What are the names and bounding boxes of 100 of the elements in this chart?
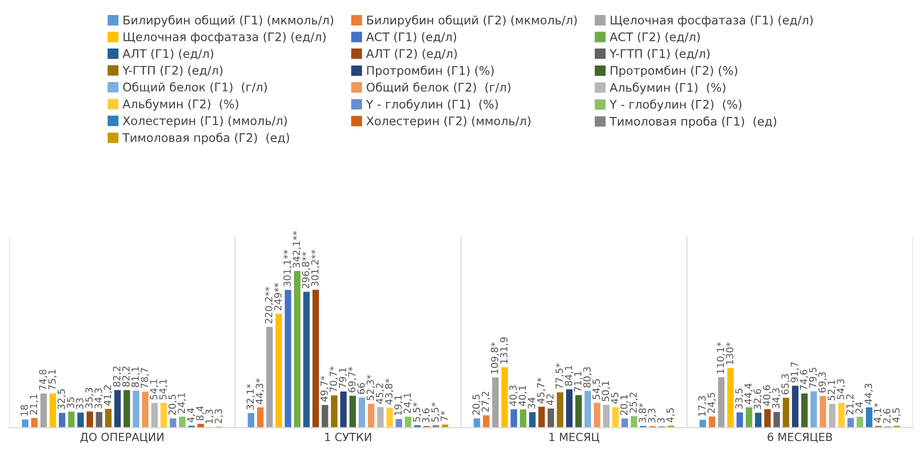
data-label: 33,5 — [735, 388, 744, 409]
legend-label: Y - глобулин (Г2) (%) — [610, 99, 742, 112]
data-label: 220,2** — [264, 286, 274, 324]
data-label: 301,2** — [311, 250, 320, 286]
data-label: 74,8 — [39, 370, 48, 390]
data-label: 4,5 — [666, 408, 675, 422]
legend-label: Тимоловая проба (Г2) (ед) — [122, 132, 290, 144]
data-label: 71,1 — [574, 372, 582, 392]
data-label: 41,2 — [104, 385, 112, 406]
data-label: 81,1 — [131, 367, 140, 388]
data-label: 249** — [274, 282, 282, 310]
data-label: 342,1** — [292, 231, 302, 268]
data-label: 34,3 — [772, 388, 781, 408]
data-label: 130* — [726, 342, 734, 364]
data-label: 21,1 — [30, 394, 38, 415]
legend-label: Альбумин (Г2) (%) — [122, 99, 238, 111]
data-label: 3,6 — [422, 408, 430, 423]
legend-label: Щелочная фосфатаза (Г1) (ед/л) — [610, 15, 813, 27]
data-label: 4,1* — [874, 403, 882, 423]
data-label: 70,7* — [330, 366, 338, 392]
data-label: 54,3 — [836, 379, 846, 400]
data-label: 75,1 — [48, 370, 57, 390]
data-label: 109,8* — [490, 342, 500, 374]
legend-label: Y-ГТП (Г1) (ед/л) — [610, 48, 710, 60]
data-label: 79,1 — [338, 368, 348, 388]
data-label: 301,1** — [283, 250, 292, 286]
legend-label: Y - глобулин (Г1) (%) — [366, 99, 498, 111]
data-label: 77,5* — [556, 363, 564, 389]
legend-label: АСТ (Г1) (ед/л) — [366, 32, 456, 43]
data-label: 25,2 — [629, 392, 638, 413]
data-label: 32,1* — [246, 384, 255, 410]
legend-label: Тимоловая проба (Г1) (ед) — [610, 116, 776, 128]
data-label: 91,7 — [790, 362, 800, 382]
data-label: 20,1 — [620, 394, 629, 416]
data-label: 52,3* — [366, 374, 375, 400]
data-label: 45,2 — [376, 384, 384, 404]
data-label: 54,1 — [159, 379, 168, 400]
data-label: 34 — [528, 398, 536, 409]
legend-label: Общий белок (Г1) (г/л) — [123, 82, 267, 93]
data-label: 296,8** — [302, 252, 310, 288]
data-label: 69,3 — [818, 372, 827, 393]
data-label: 34,3 — [94, 388, 103, 408]
legend-label: Y-ГТП (Г2) (ед/л) — [122, 66, 222, 76]
data-label: 32,6 — [754, 388, 762, 410]
data-label: 35,3 — [85, 388, 94, 408]
legend-label: Билирубин общий (Г2) (мкмоль/л) — [367, 15, 577, 27]
data-label: 19,1 — [394, 395, 403, 416]
data-label: 50,1 — [602, 381, 610, 402]
legend-label: Протромбин (Г1) (%) — [367, 66, 494, 78]
data-label: 24,1 — [404, 393, 412, 414]
legend-label: АЛТ (Г2) (ед/л) — [366, 48, 457, 60]
data-label: 82,2 — [122, 366, 131, 387]
data-label: 44,4 — [744, 383, 753, 404]
data-label: 44,3 — [864, 384, 873, 404]
data-label: 24 — [855, 402, 863, 414]
data-label: 80,3 — [583, 367, 592, 388]
data-label: 49,7* — [320, 376, 329, 402]
x-tick-label: 1 СУТКИ — [325, 432, 372, 442]
data-label: 79,5 — [809, 368, 818, 388]
legend-label: АЛТ (Г1) (ед/л) — [122, 48, 214, 60]
data-label: 3,8* — [638, 403, 648, 422]
legend-label: Холестерин (Г1) (ммоль/л) — [122, 116, 287, 128]
data-label: 24,5 — [708, 392, 716, 413]
data-label: 40,6 — [762, 385, 772, 406]
data-label: 45,7* — [537, 378, 546, 404]
legend-label: Щелочная фосфатаза (Г2) (ед/л) — [124, 32, 326, 44]
data-label: 5,5* — [412, 402, 422, 422]
data-label: 42 — [546, 394, 554, 406]
legend-label: Альбумин (Г1) (%) — [610, 82, 726, 94]
data-label: 65,3 — [781, 374, 790, 394]
data-label: 45 — [611, 392, 618, 404]
data-label: 27,2 — [482, 392, 490, 412]
legend-label: Холестерин (Г2) (ммоль/л) — [366, 116, 530, 128]
data-label: 2,3 — [214, 409, 224, 424]
data-label: 8,4 — [196, 406, 205, 420]
data-label: 2,6 — [883, 408, 892, 424]
data-label: 33 — [76, 398, 84, 410]
data-label: 20,5 — [472, 394, 481, 415]
data-label: 40,1 — [518, 386, 527, 406]
data-label: 52,1 — [828, 380, 836, 400]
data-label: 4,4 — [187, 408, 196, 422]
legend-label: АСТ (Г2) (ед/л) — [610, 32, 700, 43]
data-label: 54,5 — [592, 379, 601, 400]
x-tick-label: ДО ОПЕРАЦИИ — [80, 432, 164, 443]
data-label: 84,1 — [564, 366, 574, 386]
data-label: 3,3 — [648, 408, 656, 423]
data-label: 5,5* — [431, 402, 440, 422]
data-label: 7* — [440, 410, 448, 421]
data-label: 1,3 — [205, 410, 214, 424]
legend-label: Билирубин общий (Г1) (мкмоль/л) — [124, 15, 334, 27]
data-label: 69,7* — [348, 366, 356, 392]
data-label: 82,2 — [113, 366, 122, 387]
data-label: 20,5 — [168, 394, 177, 415]
data-label: 43,8* — [385, 378, 394, 404]
data-label: 78,7 — [140, 368, 150, 388]
data-label: 54,1 — [150, 379, 158, 400]
data-label: 21,2 — [846, 394, 854, 415]
legend-label: Протромбин (Г2) (%) — [610, 66, 738, 78]
x-tick-label: 6 МЕСЯЦЕВ — [768, 432, 832, 443]
data-label: 110,1* — [716, 342, 726, 374]
